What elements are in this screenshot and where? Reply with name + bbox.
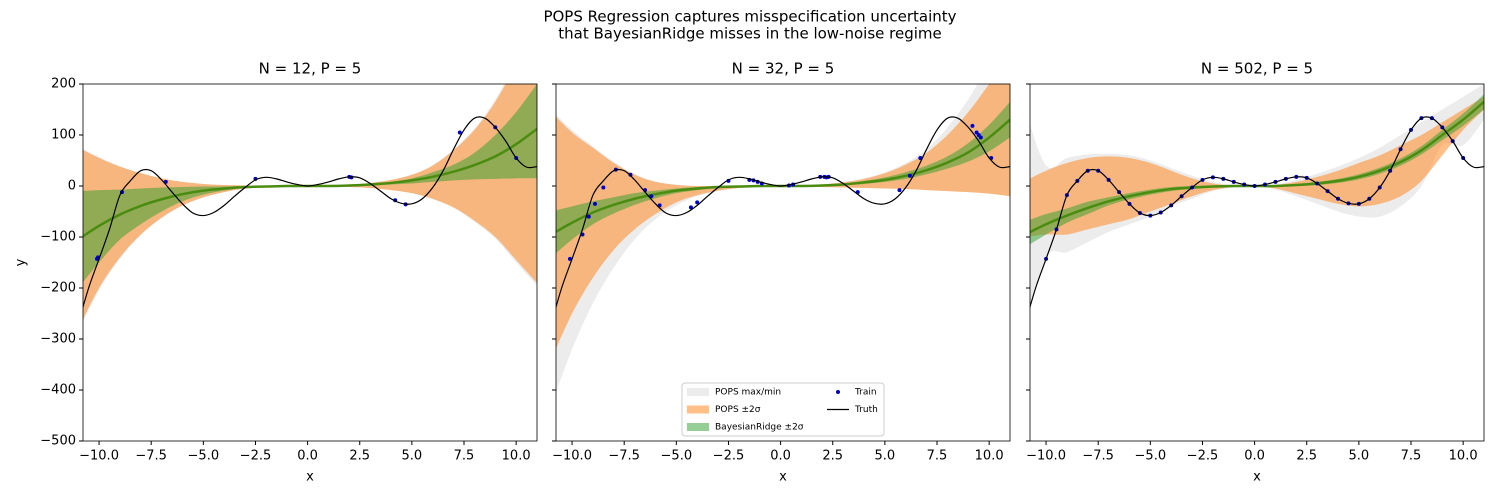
y-axis-label: y	[14, 258, 29, 266]
truth-line	[83, 116, 537, 310]
train-point	[970, 123, 975, 128]
x-tick-label: −10.0	[552, 449, 592, 464]
train-point	[907, 173, 912, 178]
x-tick-label: 5.0	[402, 449, 423, 464]
band	[1030, 96, 1484, 237]
legend-swatch	[687, 405, 709, 414]
y-tick-label: 0	[68, 179, 76, 194]
x-tick-label: 10.0	[1449, 449, 1478, 464]
subplot-title: N = 12, P = 5	[259, 60, 362, 78]
x-tick-label: 7.5	[454, 449, 475, 464]
axes-frame	[1029, 83, 1485, 442]
train-point	[586, 214, 591, 219]
train-point	[567, 256, 572, 261]
x-tick-label: 0.0	[770, 449, 791, 464]
x-tick-label: 5.0	[875, 449, 896, 464]
x-axis-label: x	[1253, 470, 1261, 485]
train-point	[601, 185, 606, 190]
subplot-title: N = 502, P = 5	[1201, 60, 1313, 78]
x-tick-label: 0.0	[297, 449, 318, 464]
x-axis-label: x	[779, 470, 787, 485]
train-point	[649, 194, 654, 199]
train-point	[457, 130, 462, 135]
x-tick-label: −10.0	[1026, 449, 1066, 464]
x-tick-label: −7.5	[608, 449, 640, 464]
x-tick-label: −5.0	[661, 449, 693, 464]
x-tick-label: 10.0	[975, 449, 1004, 464]
train-point	[897, 188, 902, 193]
x-tick-label: −2.5	[713, 449, 745, 464]
truth-line	[556, 116, 1010, 310]
legend-label: Truth	[854, 405, 878, 415]
train-point	[592, 201, 597, 206]
legend-box	[681, 382, 885, 437]
band	[556, 84, 1010, 393]
legend-label: POPS ±2σ	[715, 405, 761, 415]
x-tick-label: −5.0	[1135, 449, 1167, 464]
y-tick-label: 200	[51, 77, 76, 92]
x-tick-label: 0.0	[1244, 449, 1265, 464]
x-tick-label: 2.5	[349, 449, 370, 464]
x-tick-label: −7.5	[135, 449, 167, 464]
subplot-title: N = 32, P = 5	[732, 60, 835, 78]
legend-label: Train	[854, 388, 877, 398]
train-point	[695, 200, 700, 205]
y-tick-label: 100	[51, 128, 76, 143]
legend-swatch	[687, 423, 709, 431]
y-tick-label: −300	[40, 332, 76, 347]
truth-line	[1030, 116, 1484, 310]
x-tick-label: 7.5	[927, 449, 948, 464]
legend-label: POPS max/min	[715, 388, 781, 398]
y-tick-label: −100	[40, 230, 76, 245]
x-tick-label: −10.0	[79, 449, 119, 464]
figure-title: that BayesianRidge misses in the low-noi…	[558, 25, 941, 43]
legend-swatch	[687, 388, 709, 396]
x-tick-label: −2.5	[240, 449, 272, 464]
legend-label: BayesianRidge ±2σ	[715, 423, 804, 433]
train-point	[688, 205, 693, 210]
x-tick-label: 2.5	[1296, 449, 1317, 464]
train-point	[978, 135, 983, 140]
x-tick-label: −2.5	[1187, 449, 1219, 464]
y-tick-label: −400	[40, 383, 76, 398]
x-tick-label: −5.0	[188, 449, 220, 464]
x-tick-label: 2.5	[822, 449, 843, 464]
x-tick-label: 7.5	[1401, 449, 1422, 464]
x-tick-label: 5.0	[1349, 449, 1370, 464]
x-tick-label: 10.0	[502, 449, 531, 464]
figure-title: POPS Regression captures misspecificatio…	[543, 8, 956, 26]
x-tick-label: −7.5	[1082, 449, 1114, 464]
axes-frame	[555, 83, 1011, 442]
legend-marker	[836, 390, 840, 394]
x-axis-label: x	[306, 470, 314, 485]
y-tick-label: −500	[40, 434, 76, 449]
band	[556, 84, 1010, 349]
axes-frame	[82, 83, 538, 442]
y-tick-label: −200	[40, 281, 76, 296]
